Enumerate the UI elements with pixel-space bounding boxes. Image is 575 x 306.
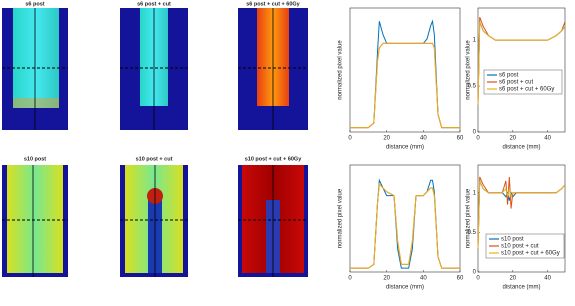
panel-title: s10 post — [24, 156, 46, 162]
x-tick-label: 0 — [476, 136, 480, 142]
image-panel — [238, 165, 308, 277]
x-tick-label: 40 — [544, 136, 551, 142]
data-line — [350, 42, 460, 129]
image-panel — [238, 8, 308, 130]
plot-area — [349, 7, 461, 133]
image-panel — [120, 8, 188, 130]
data-line — [477, 21, 566, 105]
y-axis-label: normalized pixel value — [338, 188, 344, 248]
data-line — [477, 180, 566, 249]
y-tick-label: 1 — [473, 38, 477, 44]
panel-title: s6 post + cut — [137, 1, 171, 7]
x-tick-label: 20 — [383, 276, 390, 282]
y-tick-label: 1 — [473, 190, 477, 196]
panel-title: s6 post + cut + 60Gy — [246, 1, 300, 7]
x-tick-label: 0 — [348, 276, 352, 282]
y-tick-label: 0 — [473, 130, 477, 136]
x-tick-label: 20 — [509, 136, 516, 142]
x-tick-label: 40 — [420, 136, 427, 142]
plot-area — [349, 164, 461, 273]
x-tick-label: 40 — [420, 276, 427, 282]
panel-title: s10 post + cut — [136, 156, 173, 162]
x-tick-label: 0 — [476, 276, 480, 282]
y-axis-label: normalized pixel value — [466, 40, 472, 100]
y-axis-label: normalized pixel value — [466, 188, 472, 248]
image-panel — [120, 165, 188, 277]
data-line — [350, 182, 460, 269]
legend-label: s6 post + cut — [499, 80, 534, 86]
legend-label: s6 post + cut + 60Gy — [499, 87, 554, 93]
y-axis-label: normalized pixel value — [338, 40, 344, 100]
image-panel — [2, 8, 68, 130]
legend-label: s10 post + cut — [501, 244, 539, 250]
x-tick-label: 0 — [348, 136, 352, 142]
x-tick-label: 20 — [383, 136, 390, 142]
x-tick-label: 60 — [457, 276, 464, 282]
x-axis-label: distance (mm) — [386, 145, 424, 151]
y-tick-label: 0.5 — [468, 230, 477, 236]
legend-label: s10 post — [501, 237, 524, 243]
y-tick-label: 0 — [473, 270, 477, 276]
x-axis-label: distance (mm) — [386, 285, 424, 291]
legend-label: s6 post — [499, 73, 519, 79]
image-panel — [2, 165, 68, 277]
x-tick-label: 60 — [457, 136, 464, 142]
x-axis-label: distance (mm) — [502, 285, 540, 291]
x-axis-label: distance (mm) — [502, 145, 540, 151]
x-tick-label: 20 — [509, 276, 516, 282]
panel-title: s10 post + cut + 60Gy — [245, 156, 302, 162]
y-tick-label: 0.5 — [468, 84, 477, 90]
x-tick-label: 40 — [544, 276, 551, 282]
legend-label: s10 post + cut + 60Gy — [501, 251, 560, 257]
panel-title: s6 post — [25, 1, 44, 7]
